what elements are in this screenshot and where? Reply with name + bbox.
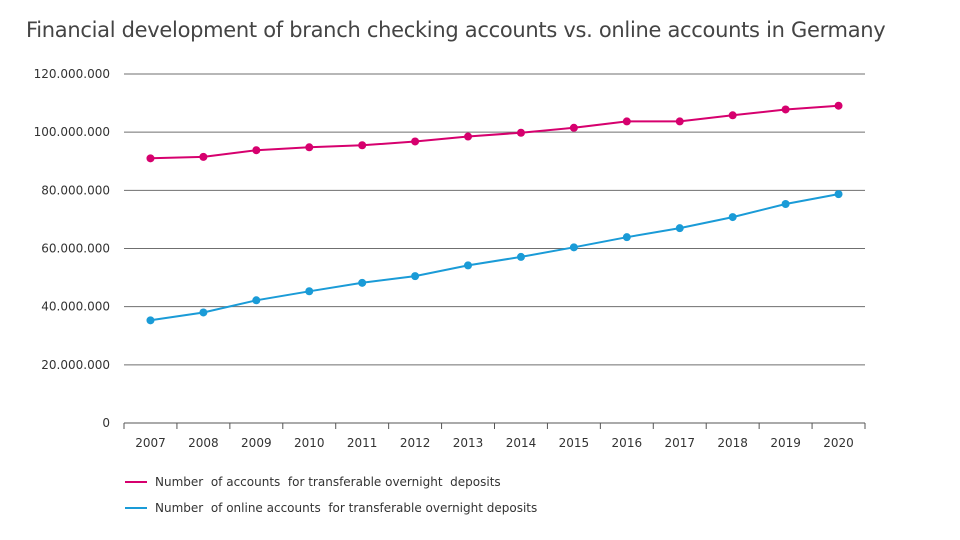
- data-point: [781, 105, 790, 114]
- y-tick-label: 0: [102, 416, 110, 430]
- data-point: [146, 316, 155, 325]
- data-point: [728, 111, 737, 120]
- x-tick-label: 2012: [400, 436, 431, 450]
- data-point: [358, 278, 367, 287]
- data-point: [728, 213, 737, 222]
- chart-title: Financial development of branch checking…: [26, 18, 886, 42]
- y-tick-label: 80.000.000: [41, 183, 110, 197]
- y-axis-ticks: 0 20.000.000 40.000.000 60.000.000 80.000.00…: [34, 67, 110, 430]
- data-point: [675, 224, 684, 233]
- data-point: [411, 272, 420, 281]
- y-tick-label: 40.000.000: [41, 300, 110, 314]
- data-point: [622, 233, 631, 242]
- data-point: [622, 117, 631, 126]
- x-tick-label: 2014: [506, 436, 537, 450]
- x-tick-label: 2007: [135, 436, 166, 450]
- x-tick-label: 2009: [241, 436, 272, 450]
- x-tick-label: 2019: [770, 436, 801, 450]
- data-point: [358, 141, 367, 150]
- data-point: [834, 190, 843, 199]
- data-point: [199, 152, 208, 161]
- x-tick-label: 2008: [188, 436, 219, 450]
- data-point: [516, 252, 525, 261]
- gridlines: [124, 73, 865, 424]
- legend-label: Number of accounts for transferable over…: [155, 475, 501, 489]
- data-point: [569, 243, 578, 252]
- x-tick-label: 2010: [294, 436, 325, 450]
- data-point: [781, 200, 790, 209]
- data-point: [305, 287, 314, 296]
- x-axis: 2007 2008 2009 2010 2011 2012 2013 2014 2015 2016…: [123, 423, 866, 450]
- y-tick-label: 20.000.000: [41, 358, 110, 372]
- x-tick-label: 2011: [347, 436, 378, 450]
- data-point: [464, 132, 473, 141]
- x-tick-label: 2018: [717, 436, 748, 450]
- series-line-2: [150, 193, 839, 322]
- data-point: [464, 261, 473, 270]
- x-tick-label: 2015: [559, 436, 590, 450]
- legend-label: Number of online accounts for transferab…: [155, 501, 537, 515]
- x-tick-label: 2017: [664, 436, 695, 450]
- data-point: [252, 146, 261, 155]
- series-line-1: [150, 104, 839, 160]
- data-point: [146, 154, 155, 163]
- legend: Number of accounts for transferable over…: [125, 475, 537, 515]
- x-tick-label: 2016: [612, 436, 643, 450]
- data-point: [569, 123, 578, 132]
- series-lines: [146, 101, 843, 325]
- data-point: [675, 117, 684, 126]
- data-point: [516, 128, 525, 137]
- data-point: [305, 143, 314, 152]
- y-tick-label: 60.000.000: [41, 242, 110, 256]
- data-point: [252, 296, 261, 305]
- x-tick-label: 2013: [453, 436, 484, 450]
- x-tick-label: 2020: [823, 436, 854, 450]
- data-point: [834, 101, 843, 110]
- data-point: [199, 308, 208, 317]
- data-point: [411, 137, 420, 146]
- y-tick-label: 100.000.000: [34, 125, 110, 139]
- y-tick-label: 120.000.000: [34, 67, 110, 81]
